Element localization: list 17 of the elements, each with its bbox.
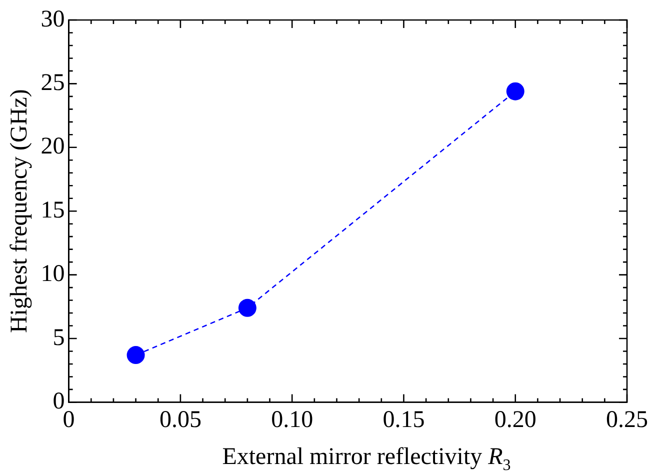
y-tick-label: 10 bbox=[40, 261, 65, 288]
x-tick-label: 0.15 bbox=[382, 406, 425, 433]
x-tick-label: 0.20 bbox=[494, 406, 536, 433]
y-axis-title: Highest frequency (GHz) bbox=[6, 89, 33, 334]
x-tick-label: 0.05 bbox=[159, 406, 202, 433]
point bbox=[238, 298, 256, 317]
y-tick-label: 5 bbox=[52, 324, 65, 351]
point bbox=[506, 82, 524, 100]
y-tick-label: 25 bbox=[40, 70, 65, 96]
y-tick-label: 15 bbox=[40, 197, 65, 224]
x-axis-title: External mirror reflectivity R$_{3}$ bbox=[221, 444, 512, 475]
y-tick-label: 20 bbox=[40, 134, 65, 160]
x-tick-label: 0.10 bbox=[271, 406, 314, 433]
y-tick-label: 30 bbox=[40, 6, 65, 32]
y-tick-label: 0 bbox=[52, 388, 65, 414]
point bbox=[126, 346, 145, 364]
x-tick-label: 0.25 bbox=[606, 406, 648, 433]
